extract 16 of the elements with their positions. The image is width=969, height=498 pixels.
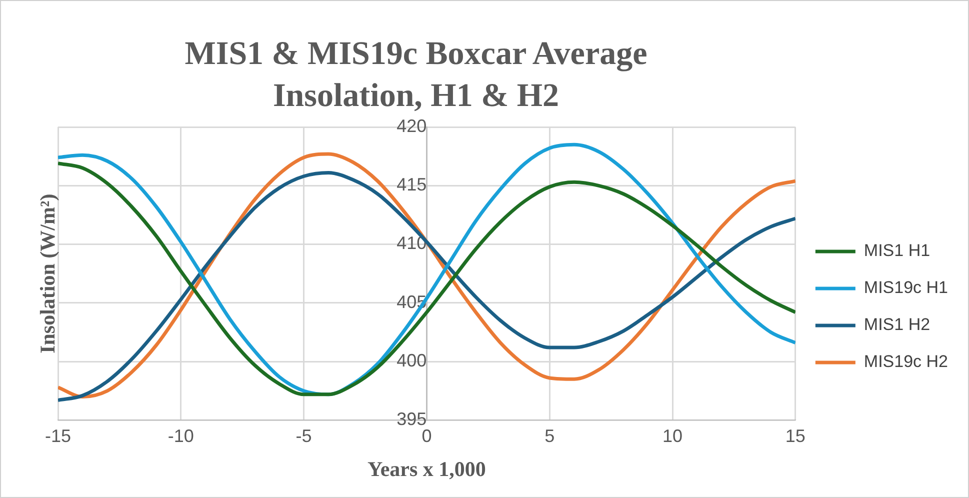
x-tick-label: -15	[44, 426, 72, 446]
x-tick-label: -10	[168, 426, 194, 446]
y-tick-label: 415	[396, 174, 427, 195]
x-tick-label: 5	[544, 426, 555, 446]
x-tick-label: 15	[785, 426, 806, 446]
legend-label: MIS1 H2	[864, 315, 930, 334]
legend-label: MIS1 H1	[864, 241, 930, 260]
x-axis-title: Years x 1,000	[368, 456, 486, 481]
y-tick-label: 420	[396, 116, 427, 136]
x-tick-label: -5	[296, 426, 312, 446]
x-tick-label: 10	[662, 426, 683, 446]
legend-label: MIS19c H2	[864, 352, 948, 372]
chart-title: MIS1 & MIS19c Boxcar Average Insolation, H1 & H2	[184, 35, 648, 116]
legend-label: MIS19c H1	[864, 278, 948, 298]
y-tick-label: 400	[396, 350, 427, 371]
y-axis-title: Insolation (W/m²)	[35, 194, 60, 354]
